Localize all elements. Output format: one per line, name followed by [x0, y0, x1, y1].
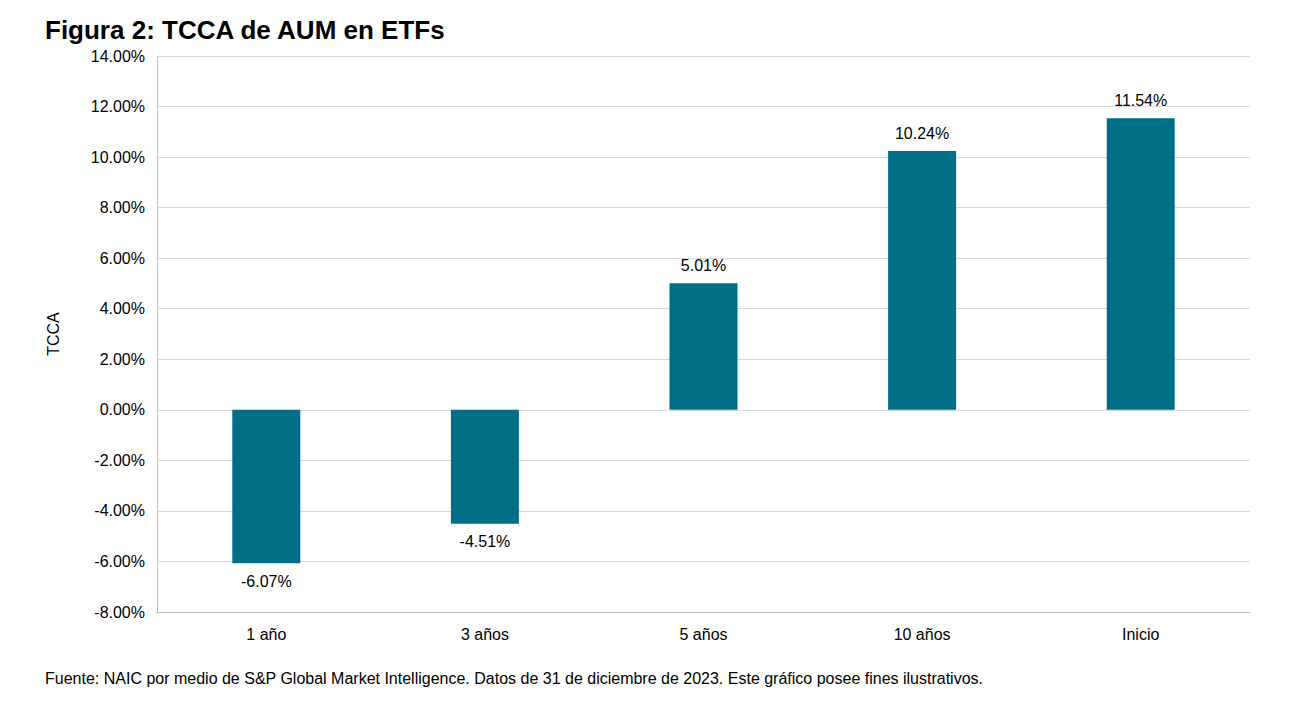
svg-text:1 año: 1 año [246, 626, 286, 643]
svg-text:Inicio: Inicio [1122, 626, 1159, 643]
svg-text:-4.51%: -4.51% [460, 533, 511, 550]
svg-text:Fuente: NAIC por medio de S&P: Fuente: NAIC por medio de S&P Global Mar… [45, 670, 983, 687]
svg-text:14.00%: 14.00% [91, 48, 145, 65]
svg-text:5.01%: 5.01% [681, 257, 726, 274]
svg-text:-6.00%: -6.00% [94, 553, 145, 570]
svg-text:11.54%: 11.54% [1114, 92, 1167, 109]
svg-text:8.00%: 8.00% [100, 199, 145, 216]
svg-text:3 años: 3 años [461, 626, 509, 643]
svg-text:0.00%: 0.00% [100, 401, 145, 418]
svg-text:-8.00%: -8.00% [94, 604, 145, 621]
svg-text:4.00%: 4.00% [100, 300, 145, 317]
svg-text:2.00%: 2.00% [100, 351, 145, 368]
svg-text:12.00%: 12.00% [91, 98, 145, 115]
svg-text:10.00%: 10.00% [91, 149, 145, 166]
svg-text:-2.00%: -2.00% [94, 452, 145, 469]
svg-text:10 años: 10 años [894, 626, 951, 643]
svg-text:TCCA: TCCA [45, 312, 62, 356]
svg-text:-4.00%: -4.00% [94, 502, 145, 519]
svg-text:Figura 2: TCCA de AUM en ETFs: Figura 2: TCCA de AUM en ETFs [45, 15, 445, 45]
svg-text:10.24%: 10.24% [895, 125, 949, 142]
svg-text:6.00%: 6.00% [100, 250, 145, 267]
svg-text:-6.07%: -6.07% [241, 573, 292, 590]
svg-text:5 años: 5 años [679, 626, 727, 643]
